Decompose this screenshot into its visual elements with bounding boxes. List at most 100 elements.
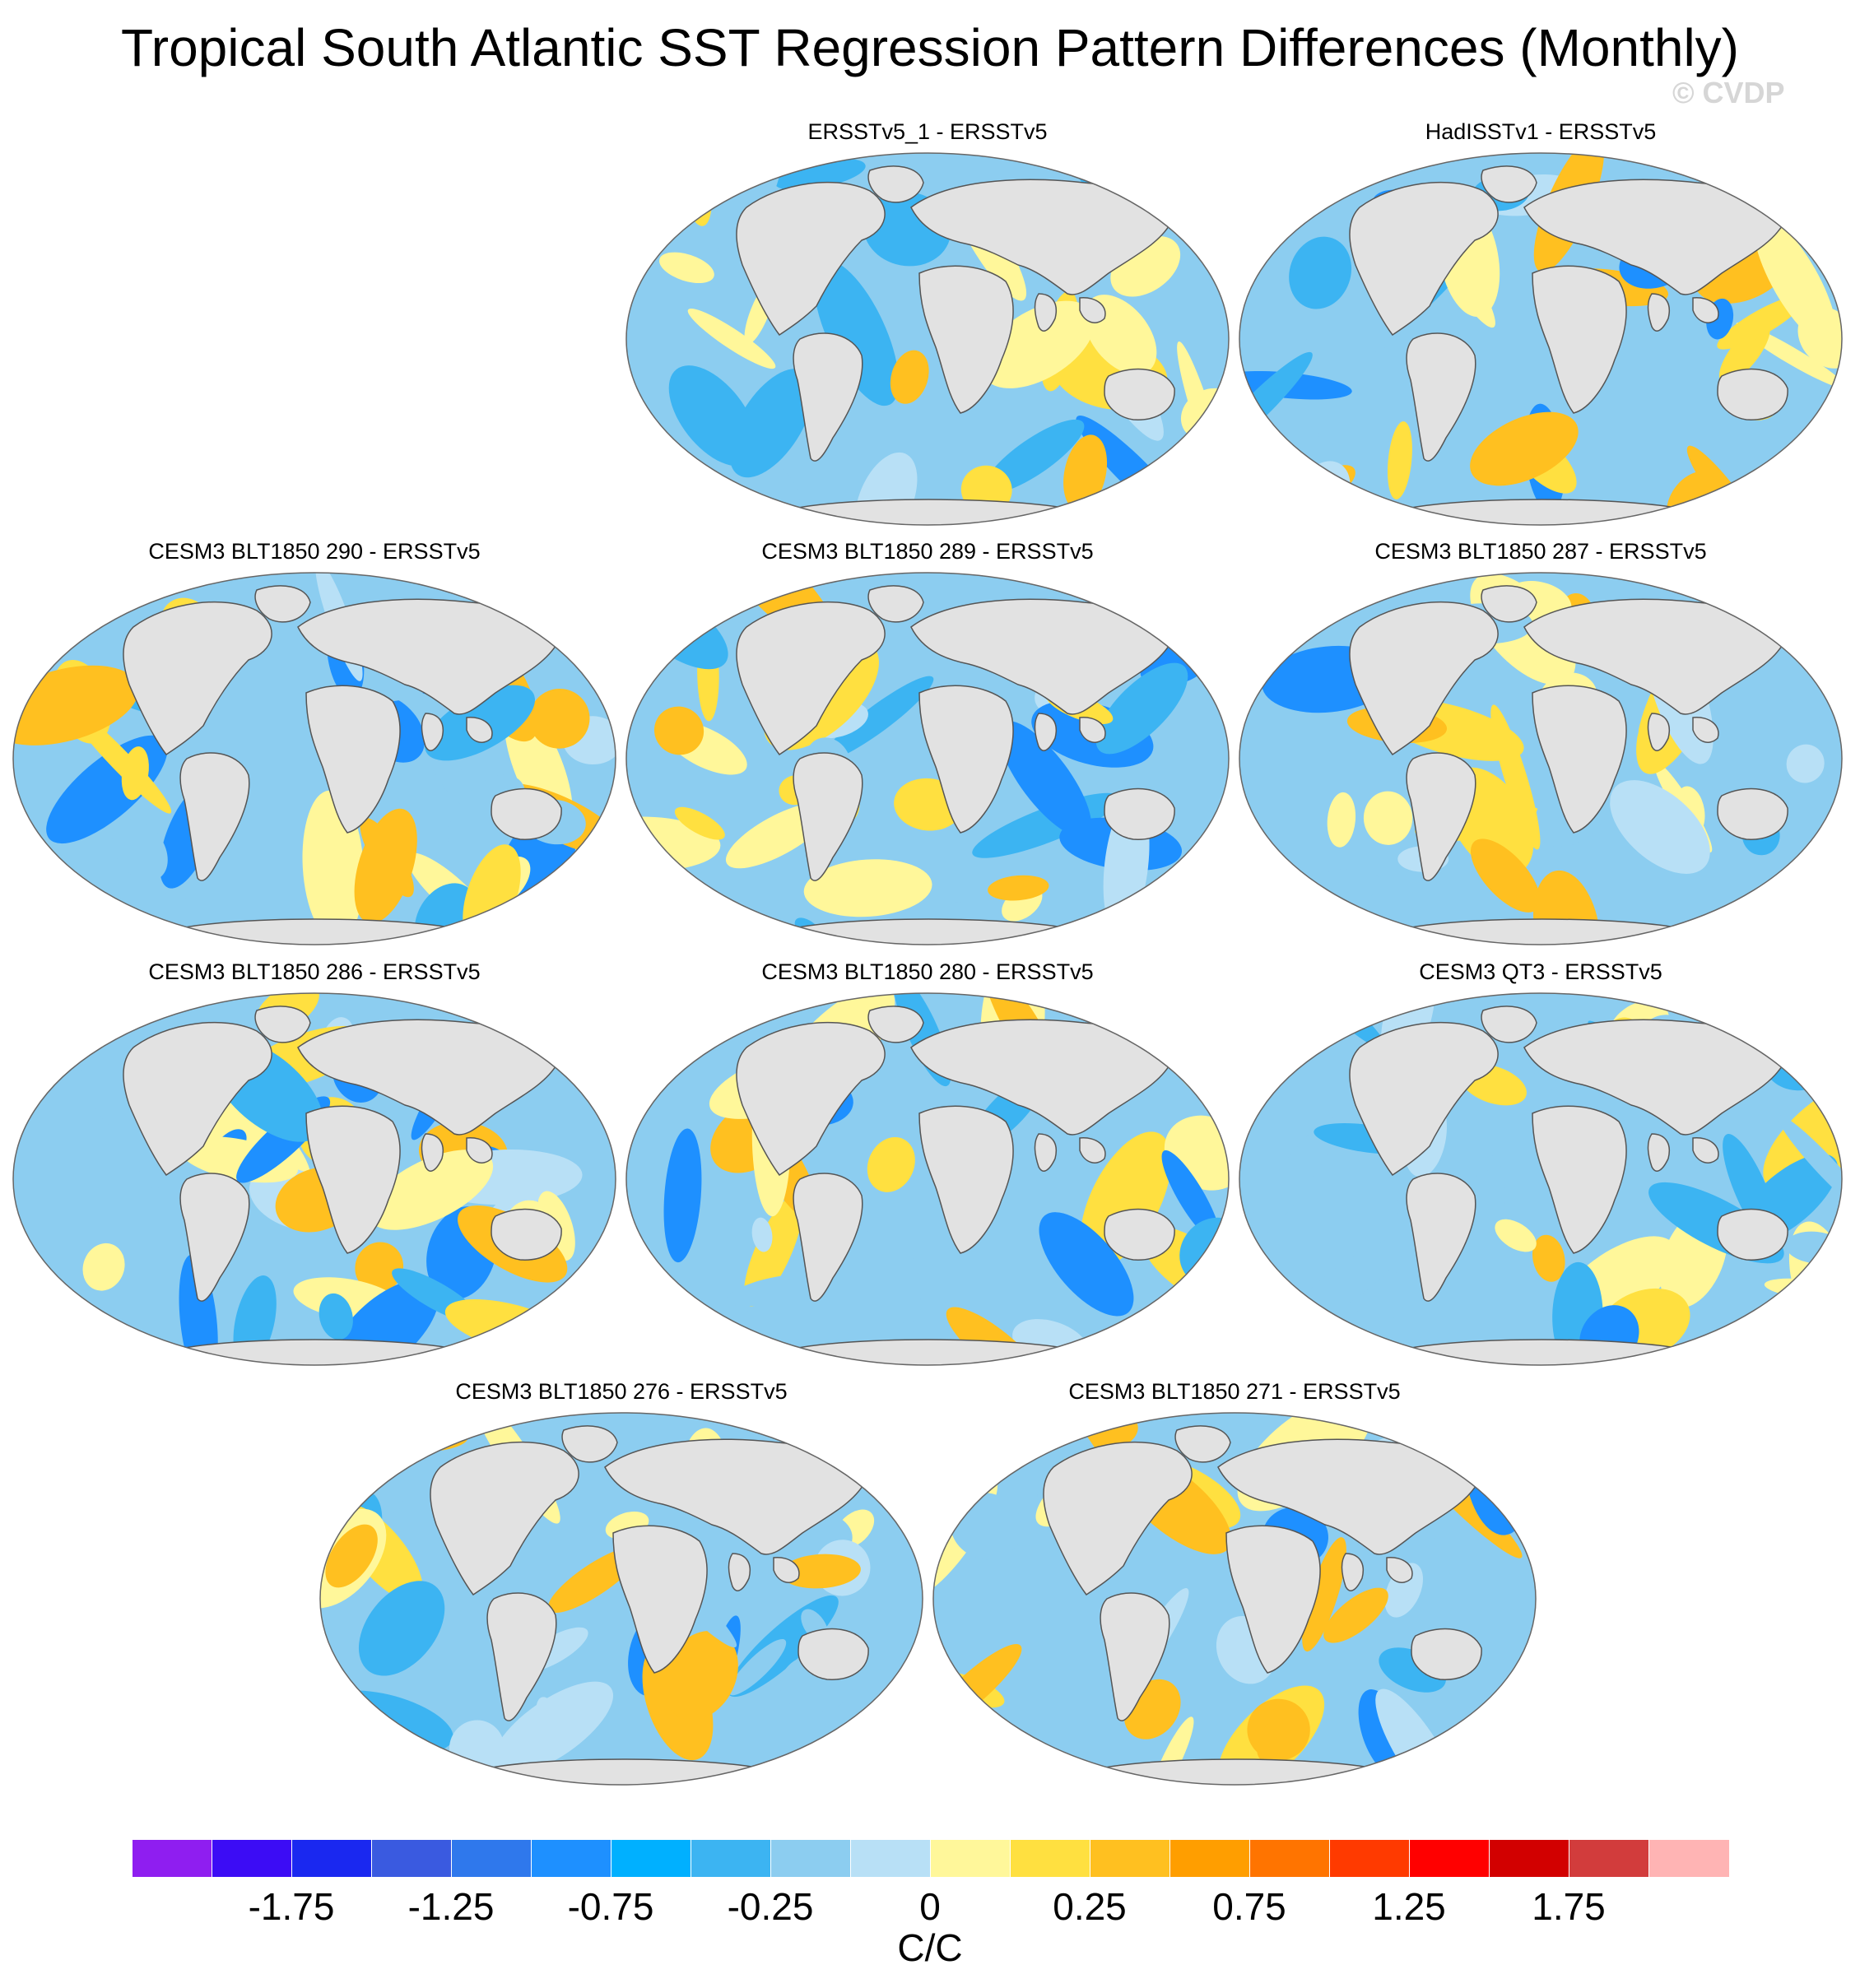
land-mass	[910, 598, 1171, 715]
land-mass	[736, 181, 886, 337]
land-mass	[1523, 1019, 1784, 1136]
land-mass	[297, 1019, 558, 1136]
anomaly-patch	[529, 688, 590, 749]
land-mass	[1104, 368, 1175, 420]
anomaly-patch	[663, 1630, 738, 1721]
anomaly-patch	[368, 1150, 494, 1230]
colorbar-swatch	[1010, 1840, 1090, 1877]
anomaly-patch	[1490, 704, 1541, 850]
map-panel-cesm3-blt1850-287: CESM3 BLT1850 287 - ERSSTv5	[1236, 536, 1845, 948]
land-mass	[793, 752, 863, 881]
anomaly-patch	[1063, 434, 1108, 511]
land-mass	[612, 1525, 708, 1674]
land-mass	[1406, 752, 1476, 881]
anomaly-patch	[1387, 421, 1412, 499]
land-mass	[1349, 1021, 1499, 1177]
land-mass	[1532, 265, 1627, 414]
land-mass	[123, 1021, 272, 1177]
land-mass	[1174, 1425, 1231, 1463]
anomaly-patch	[1769, 899, 1818, 942]
anomaly-patch	[1470, 411, 1579, 486]
panel-title: HadISSTv1 - ERSSTv5	[1425, 119, 1657, 144]
land-mass	[773, 1557, 800, 1583]
land-mass	[918, 685, 1014, 834]
colorbar	[132, 1840, 1729, 1877]
land-mass	[421, 1133, 444, 1172]
colorbar-units: C/C	[897, 1926, 963, 1969]
anomaly-patch	[1492, 1059, 1558, 1168]
anomaly-patch	[1363, 791, 1413, 845]
land-mass	[1523, 598, 1784, 715]
colorbar-swatch	[1329, 1840, 1410, 1877]
land-mass	[561, 1425, 618, 1463]
anomaly-patch	[822, 676, 934, 761]
anomaly-patch	[1239, 1310, 1310, 1365]
colorbar-swatch	[611, 1840, 691, 1877]
map-outline	[12, 992, 616, 1366]
map-panel-cesm3-qt3: CESM3 QT3 - ERSSTv5	[1236, 957, 1845, 1368]
land-mass	[918, 265, 1014, 414]
anomaly-patch	[890, 350, 929, 404]
panel-title: CESM3 BLT1850 287 - ERSSTv5	[1374, 539, 1707, 564]
land-mass	[1406, 332, 1476, 462]
land-mass	[1349, 601, 1499, 756]
map-panel-cesm3-blt1850-289: CESM3 BLT1850 289 - ERSSTv5	[623, 536, 1232, 948]
panel-title: ERSSTv5_1 - ERSSTv5	[807, 119, 1048, 144]
map-outline	[625, 992, 1230, 1366]
anomaly-patch	[728, 1638, 787, 1696]
anomaly-patch	[319, 1293, 353, 1340]
land-mass	[793, 332, 863, 462]
copyright-watermark: © CVDP	[1672, 76, 1785, 109]
anomaly-patch	[674, 806, 725, 840]
anomaly-patch	[358, 1581, 445, 1676]
anomaly-patch	[978, 1736, 1017, 1782]
world-map	[12, 572, 616, 945]
land-mass	[793, 1173, 863, 1302]
panel-title: CESM3 BLT1850 290 - ERSSTv5	[148, 539, 481, 564]
land-mass	[1647, 713, 1670, 751]
anomaly-patch	[82, 1242, 125, 1291]
world-map	[625, 152, 1230, 526]
land-mass	[728, 1553, 751, 1591]
anomaly-patch	[814, 260, 899, 406]
colorbar-swatch	[770, 1840, 851, 1877]
land-mass	[1532, 1105, 1627, 1254]
anomaly-patch	[1254, 592, 1294, 637]
map-outline	[12, 572, 616, 945]
land-mass	[1034, 293, 1057, 332]
land-mass	[1043, 1441, 1193, 1596]
map-panel-ersstv5-1: ERSSTv5_1 - ERSSTv5	[623, 117, 1232, 528]
colorbar-swatch	[1648, 1840, 1729, 1877]
land-mass	[1647, 293, 1670, 332]
panel-title: CESM3 BLT1850 280 - ERSSTv5	[761, 959, 1094, 984]
land-mass	[1692, 297, 1719, 323]
land-mass	[1104, 787, 1175, 840]
land-mass	[486, 1592, 557, 1721]
anomaly-patch	[780, 1554, 861, 1589]
anomaly-patch	[1157, 479, 1206, 511]
panel-title: CESM3 BLT1850 271 - ERSSTv5	[1068, 1379, 1401, 1404]
map-outline	[932, 1412, 1537, 1786]
anomaly-patch	[1717, 295, 1805, 350]
land-mass	[254, 585, 311, 623]
land-mass	[254, 1006, 311, 1043]
land-mass	[123, 601, 272, 756]
anomaly-patch	[1356, 1271, 1411, 1330]
anomaly-patch	[1302, 1537, 1346, 1652]
colorbar-swatch	[1249, 1840, 1330, 1877]
land-mass	[1411, 1628, 1482, 1680]
anomaly-patch	[1257, 1721, 1286, 1762]
anomaly-patch	[653, 706, 704, 755]
colorbar-swatch	[132, 1840, 212, 1877]
anomaly-patch	[659, 252, 714, 284]
colorbar-swatch	[930, 1840, 1011, 1877]
anomaly-patch	[1095, 662, 1188, 755]
anomaly-patch	[1246, 1117, 1338, 1242]
land-mass	[466, 717, 493, 743]
figure-title: Tropical South Atlantic SST Regression P…	[121, 18, 1739, 77]
land-mass	[867, 585, 924, 623]
anomaly-patch	[112, 819, 168, 881]
anomaly-patch	[1754, 216, 1837, 346]
anomaly-patch	[1532, 1234, 1565, 1282]
anomaly-patch	[491, 1681, 614, 1776]
